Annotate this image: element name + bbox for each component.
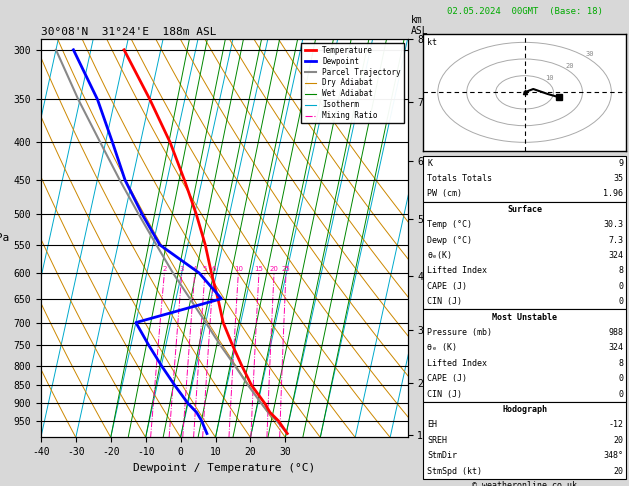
Text: Temp (°C): Temp (°C)	[427, 220, 472, 229]
Text: 3: 3	[180, 266, 184, 272]
Text: 30: 30	[586, 51, 594, 57]
Text: CIN (J): CIN (J)	[427, 297, 462, 306]
Text: 324: 324	[608, 344, 623, 352]
Text: θₑ (K): θₑ (K)	[427, 344, 457, 352]
Text: 988: 988	[608, 328, 623, 337]
Text: 324: 324	[608, 251, 623, 260]
Text: Hodograph: Hodograph	[502, 405, 547, 414]
Text: Lifted Index: Lifted Index	[427, 359, 487, 368]
Text: 1.96: 1.96	[603, 190, 623, 198]
Text: 20: 20	[270, 266, 279, 272]
Text: CAPE (J): CAPE (J)	[427, 374, 467, 383]
Text: 0: 0	[618, 282, 623, 291]
Text: CAPE (J): CAPE (J)	[427, 282, 467, 291]
Text: Surface: Surface	[507, 205, 542, 214]
Text: 5: 5	[203, 266, 207, 272]
Text: -12: -12	[608, 420, 623, 429]
Text: 15: 15	[255, 266, 264, 272]
Text: PW (cm): PW (cm)	[427, 190, 462, 198]
Text: 30.3: 30.3	[603, 220, 623, 229]
Text: θₑ(K): θₑ(K)	[427, 251, 452, 260]
Text: 0: 0	[618, 374, 623, 383]
Text: 25: 25	[282, 266, 291, 272]
X-axis label: Dewpoint / Temperature (°C): Dewpoint / Temperature (°C)	[133, 463, 315, 473]
Text: 20: 20	[613, 467, 623, 475]
Text: 20: 20	[565, 63, 574, 69]
Text: K: K	[427, 159, 432, 168]
Text: 8: 8	[618, 359, 623, 368]
Text: Most Unstable: Most Unstable	[492, 312, 557, 322]
Text: 9: 9	[618, 159, 623, 168]
Text: SREH: SREH	[427, 436, 447, 445]
Legend: Temperature, Dewpoint, Parcel Trajectory, Dry Adiabat, Wet Adiabat, Isotherm, Mi: Temperature, Dewpoint, Parcel Trajectory…	[301, 43, 404, 123]
Text: kt: kt	[427, 37, 437, 47]
Text: Lifted Index: Lifted Index	[427, 266, 487, 276]
Text: 348°: 348°	[603, 451, 623, 460]
Text: 7.3: 7.3	[608, 236, 623, 244]
Text: 0: 0	[618, 390, 623, 399]
Text: Mixing Ratio (g/kg): Mixing Ratio (g/kg)	[437, 223, 446, 317]
Text: StmSpd (kt): StmSpd (kt)	[427, 467, 482, 475]
Text: 6: 6	[211, 266, 216, 272]
Text: EH: EH	[427, 420, 437, 429]
Text: km
ASL: km ASL	[411, 15, 428, 36]
Text: 10: 10	[545, 74, 554, 81]
Text: StmDir: StmDir	[427, 451, 457, 460]
Text: Totals Totals: Totals Totals	[427, 174, 492, 183]
Text: 10: 10	[234, 266, 243, 272]
Text: 0: 0	[618, 297, 623, 306]
Text: Pressure (mb): Pressure (mb)	[427, 328, 492, 337]
Text: hPa: hPa	[0, 233, 9, 243]
Text: 2: 2	[162, 266, 167, 272]
Text: 8: 8	[618, 266, 623, 276]
Text: 02.05.2024  00GMT  (Base: 18): 02.05.2024 00GMT (Base: 18)	[447, 7, 603, 17]
Text: 35: 35	[613, 174, 623, 183]
Text: 30°08'N  31°24'E  188m ASL: 30°08'N 31°24'E 188m ASL	[41, 27, 216, 37]
Text: Dewp (°C): Dewp (°C)	[427, 236, 472, 244]
Text: 4: 4	[192, 266, 197, 272]
Text: 20: 20	[613, 436, 623, 445]
Text: © weatheronline.co.uk: © weatheronline.co.uk	[472, 481, 577, 486]
Text: CIN (J): CIN (J)	[427, 390, 462, 399]
